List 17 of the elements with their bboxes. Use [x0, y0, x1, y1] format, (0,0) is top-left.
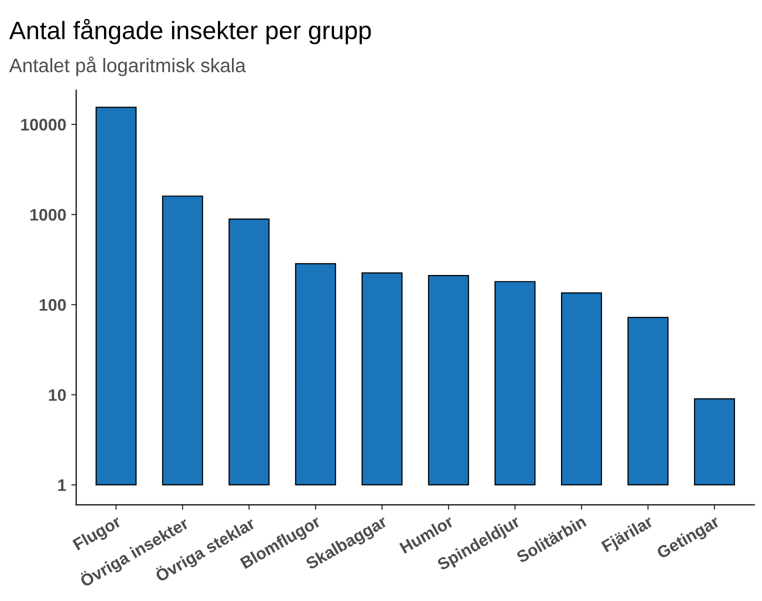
bar — [694, 398, 735, 486]
bar — [96, 106, 137, 486]
y-tick-label: 10000 — [21, 118, 66, 131]
bar — [295, 263, 336, 486]
bar — [428, 275, 470, 486]
y-tick-label: 1 — [58, 479, 66, 491]
y-tick-label: 10 — [48, 389, 66, 401]
bar — [162, 196, 204, 486]
bar — [627, 316, 668, 486]
y-tick-label: 100 — [40, 299, 66, 311]
bar — [494, 281, 536, 486]
bar — [362, 272, 403, 486]
bar — [228, 218, 270, 486]
y-tick-label: 1000 — [30, 208, 66, 221]
chart-title: Antal fångade insekter per grupp — [9, 18, 371, 44]
bar — [561, 292, 602, 486]
chart-subtitle: Antalet på logaritmisk skala — [9, 56, 246, 76]
